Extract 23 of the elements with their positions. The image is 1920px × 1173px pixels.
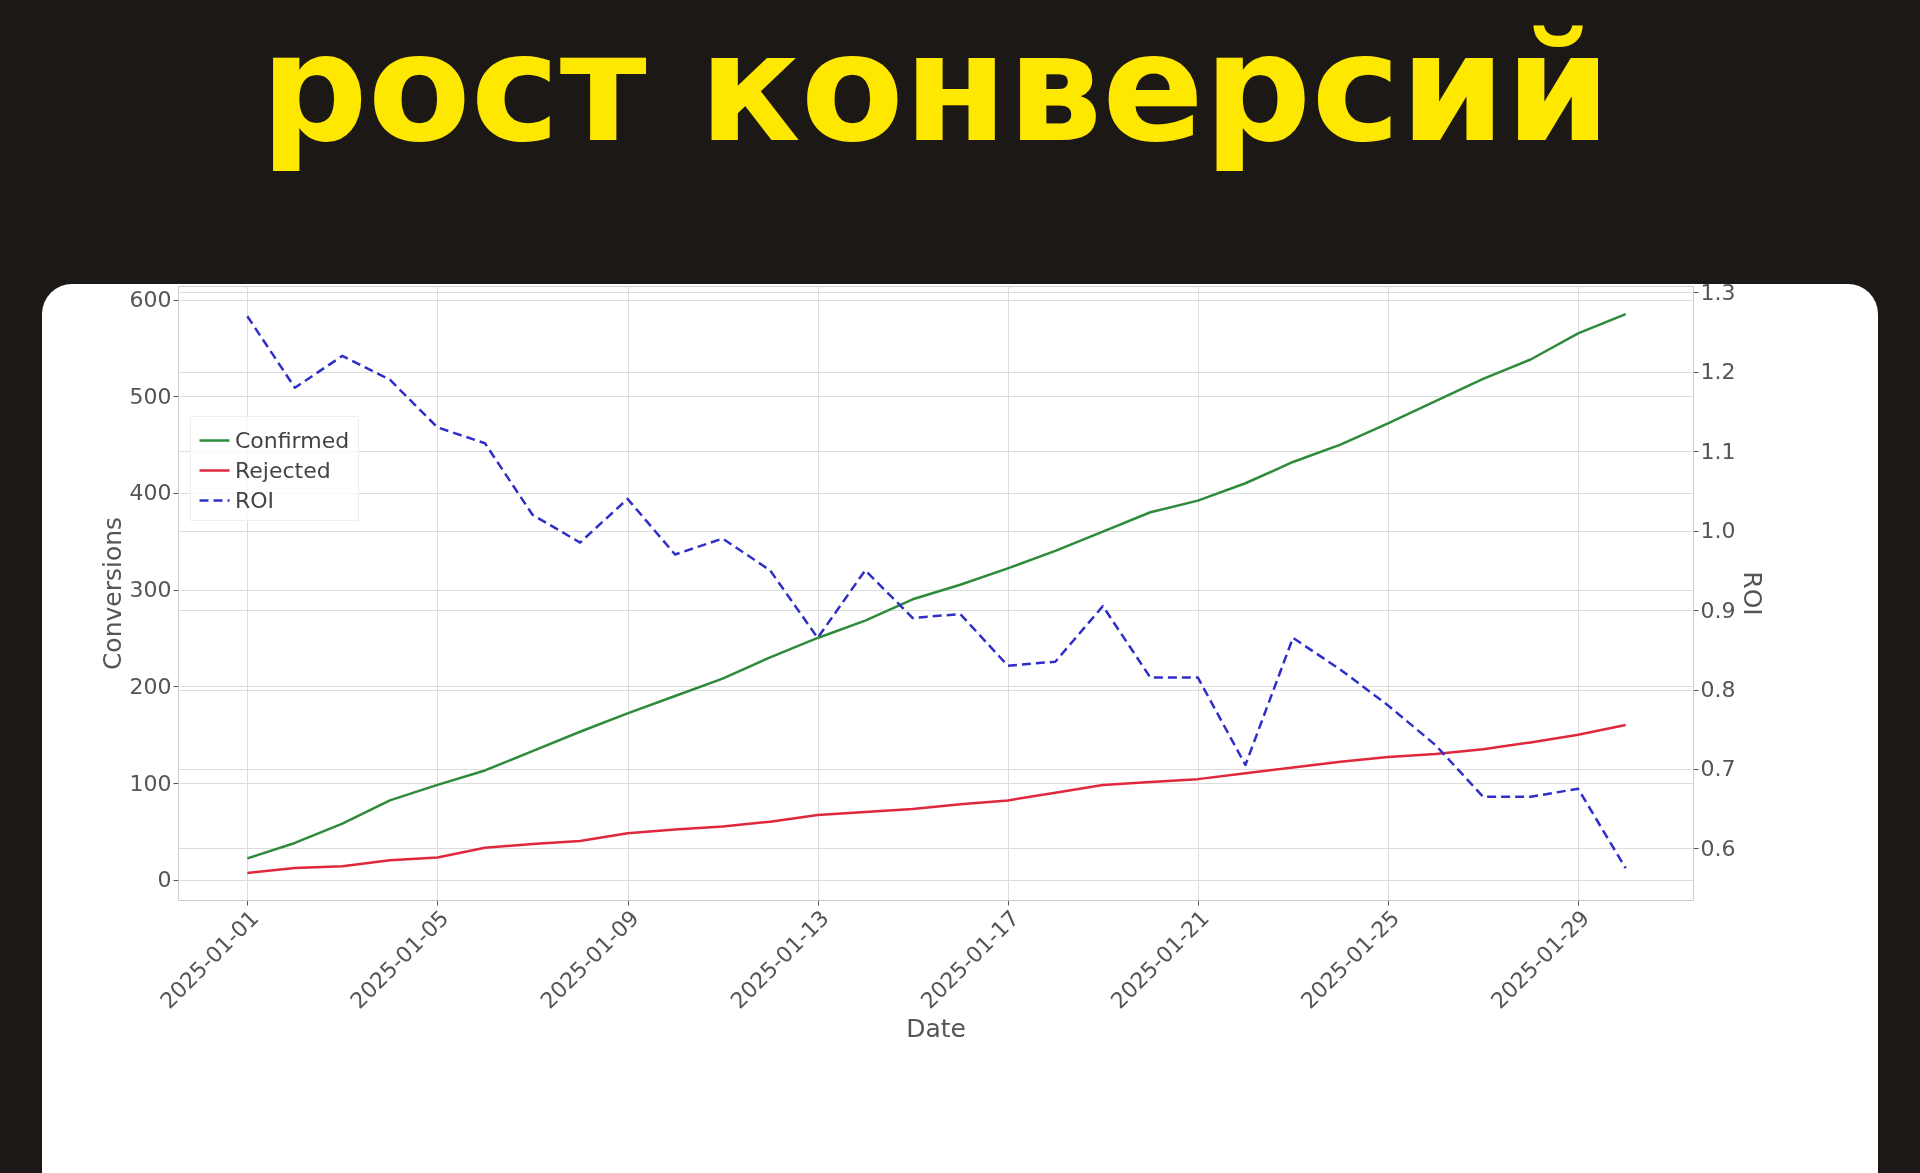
y2-tick-label: 0.8 (1700, 677, 1736, 703)
line-series (246, 723, 1627, 875)
y2-tick-label: 0.7 (1700, 756, 1736, 782)
legend-label: Rejected (235, 457, 331, 483)
y-tick-label: 200 (129, 673, 172, 699)
y-axis-title: Conversions (97, 516, 127, 671)
y-tick-label: 300 (129, 577, 172, 603)
x-axis-title: Date (906, 1013, 966, 1043)
y2-axis-title: ROI (1738, 571, 1768, 616)
y2-tick-label: 1.1 (1700, 438, 1736, 464)
y-tick-label: 100 (129, 770, 172, 796)
y-tick-label: 600 (129, 287, 172, 313)
legend-label: Confirmed (235, 427, 350, 453)
chart-title: рост конверсий (260, 1, 1611, 176)
y2-tick-label: 1.3 (1700, 279, 1736, 305)
legend-label: ROI (235, 487, 275, 513)
y-tick-label: 500 (129, 383, 172, 409)
y2-tick-label: 0.6 (1700, 835, 1736, 861)
y2-tick-label: 1.2 (1700, 359, 1736, 385)
y-tick-label: 400 (129, 480, 172, 506)
y2-tick-label: 0.9 (1700, 597, 1736, 623)
y2-tick-label: 1.0 (1700, 518, 1736, 544)
y-tick-label: 0 (157, 867, 172, 893)
